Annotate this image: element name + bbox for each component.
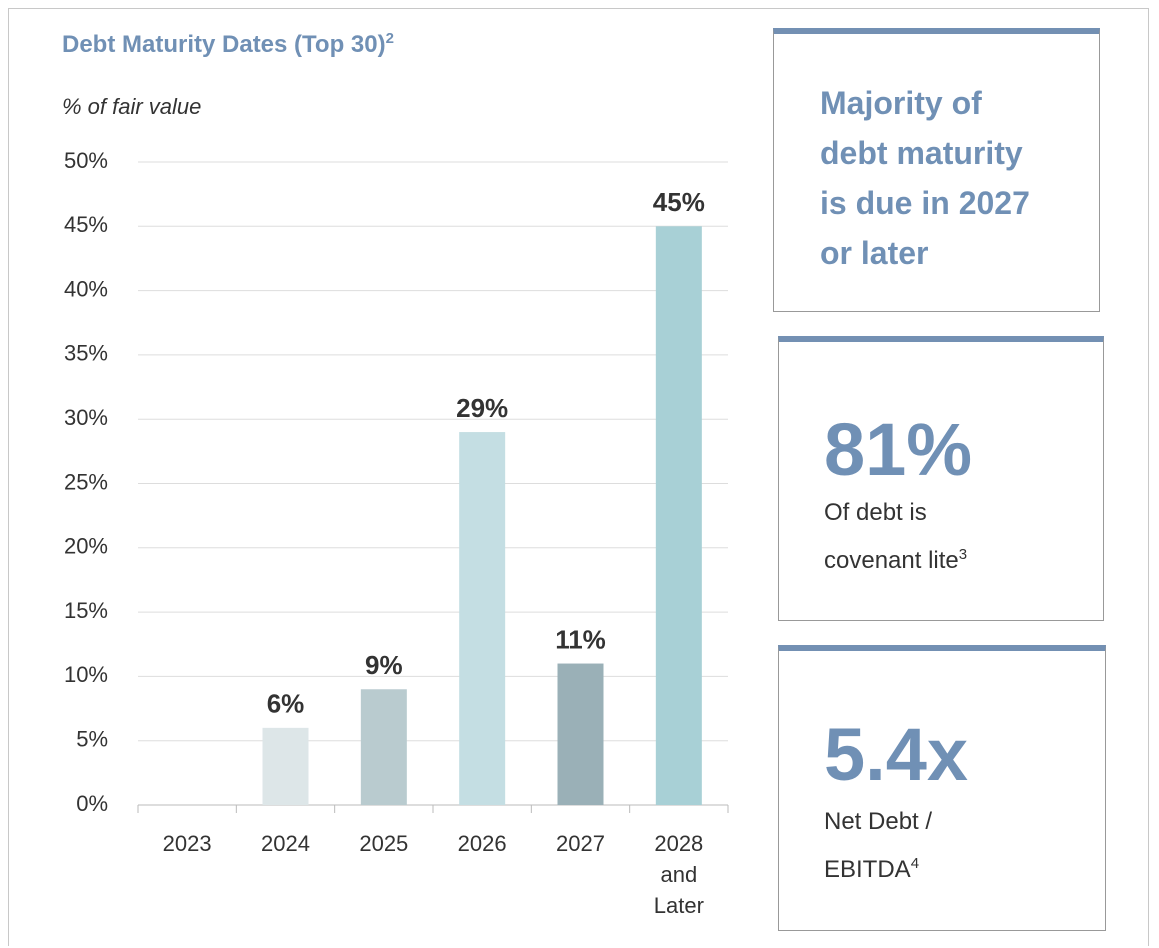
panel-text: Net Debt / EBITDA4 <box>824 801 932 891</box>
y-tick-label: 10% <box>64 662 108 687</box>
value-label: 6% <box>267 689 305 719</box>
y-tick-label: 35% <box>64 341 108 366</box>
bar <box>459 432 506 805</box>
panel-superscript: 3 <box>958 546 968 563</box>
y-tick-label: 5% <box>76 727 108 752</box>
x-tick-label: 2023 <box>162 831 212 856</box>
panel-text: Of debt is covenant lite3 <box>824 492 967 582</box>
panel-line: or later <box>820 235 929 271</box>
frame <box>8 8 1149 946</box>
title-superscript: 2 <box>385 30 394 47</box>
y-tick-label: 25% <box>64 469 108 494</box>
panel-heading: Majority of debt maturity is due in 2027… <box>820 78 1030 278</box>
value-label: 45% <box>653 187 705 217</box>
y-tick-label: 40% <box>64 276 108 301</box>
panel-line-text: EBITDA <box>824 856 911 883</box>
panel-superscript: 4 <box>910 855 920 872</box>
panel-stat: 81% <box>824 408 973 491</box>
value-label: 9% <box>365 650 403 680</box>
x-tick-label: 2024 <box>261 831 310 856</box>
y-tick-label: 45% <box>64 212 108 237</box>
panel: 81% Of debt is covenant lite3 <box>778 336 1104 621</box>
panel-line: EBITDA4 <box>824 843 932 891</box>
bar <box>360 689 407 805</box>
panel: 5.4x Net Debt / EBITDA4 <box>778 645 1106 931</box>
panel-line-text: covenant lite <box>824 547 959 574</box>
bar <box>557 663 604 805</box>
chart-subtitle: % of fair value <box>62 94 202 119</box>
x-tick-label: 2027 <box>556 831 605 856</box>
y-tick-label: 30% <box>64 405 108 430</box>
panel-line: Of debt is <box>824 499 927 526</box>
chart-title: Debt Maturity Dates (Top 30)2 <box>62 30 394 59</box>
panel-stat: 5.4x <box>824 713 969 796</box>
x-tick-label: 2028 and Later <box>653 831 704 918</box>
bar <box>262 727 309 805</box>
title-text: Debt Maturity Dates (Top 30) <box>62 31 386 58</box>
panel-line: is due in 2027 <box>820 185 1030 221</box>
panel-line: Net Debt / <box>824 808 933 835</box>
panel-line: Majority of <box>820 85 982 121</box>
panel: Majority of debt maturity is due in 2027… <box>773 28 1100 312</box>
value-label: 11% <box>555 624 606 654</box>
y-tick-label: 0% <box>76 791 108 816</box>
y-tick-label: 50% <box>64 148 108 173</box>
y-tick-label: 20% <box>64 534 108 559</box>
x-tick-label: 2026 <box>457 831 507 856</box>
panel-line: covenant lite3 <box>824 534 967 582</box>
y-tick-label: 15% <box>64 598 108 623</box>
x-tick-label: 2025 <box>359 831 409 856</box>
value-label: 29% <box>456 393 508 423</box>
bar <box>655 226 702 806</box>
panel-line: debt maturity <box>820 135 1023 171</box>
